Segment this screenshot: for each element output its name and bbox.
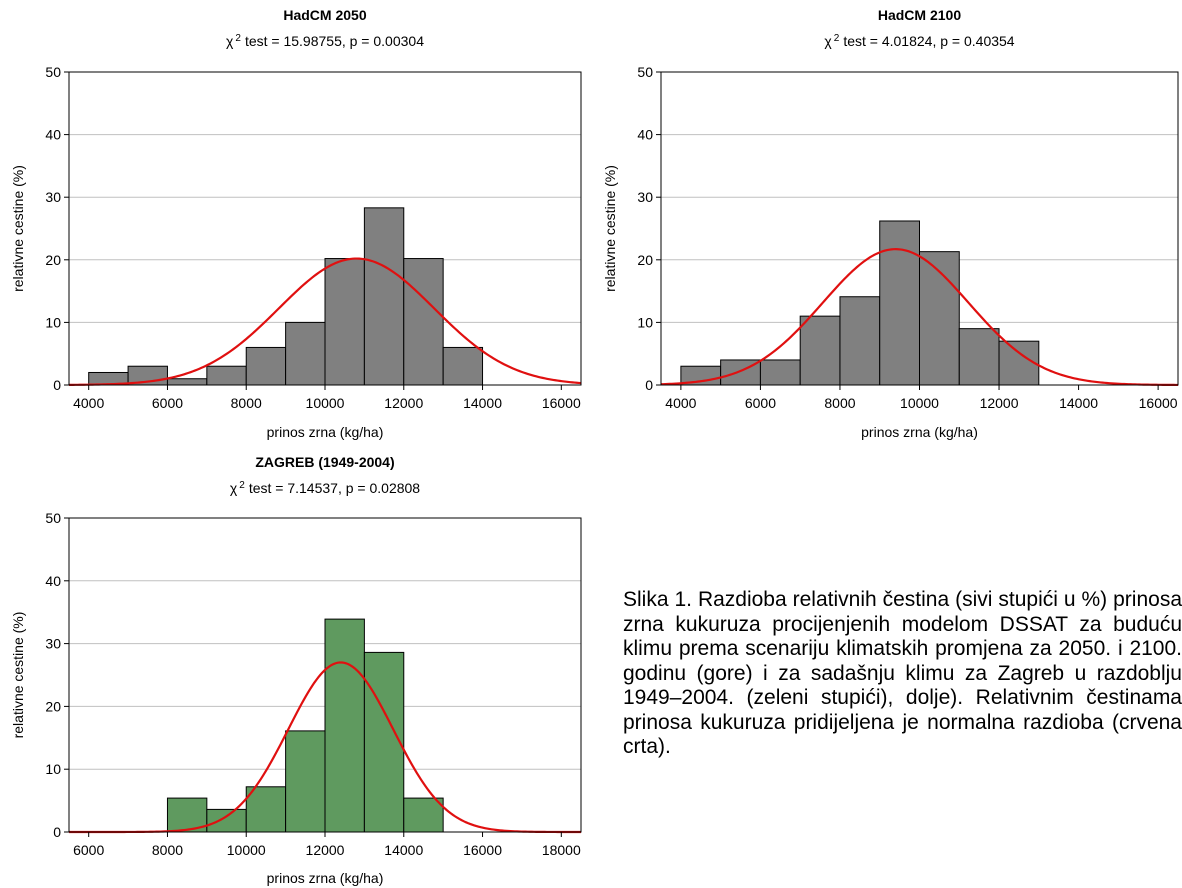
- y-tick-label: 40: [637, 127, 653, 143]
- x-tick-label: 10000: [306, 395, 345, 411]
- histogram-bar: [442, 346, 484, 386]
- chart-subtitle: χ 2 test = 7.14537, p = 0.02808: [230, 480, 420, 496]
- histogram-bar: [839, 296, 881, 386]
- y-tick-label: 50: [45, 510, 61, 526]
- y-axis-label: relativne cestine (%): [10, 612, 26, 739]
- x-axis-label: prinos zrna (kg/ha): [861, 424, 978, 440]
- y-tick-label: 20: [45, 698, 61, 714]
- chart-title: HadCM 2100: [878, 7, 961, 23]
- histogram-bar: [799, 315, 841, 386]
- histogram-bar: [245, 786, 287, 833]
- x-tick-label: 18000: [542, 842, 581, 858]
- y-tick-label: 20: [637, 252, 653, 268]
- x-tick-label: 8000: [152, 842, 183, 858]
- figure-caption: Slika 1. Razdioba relativnih čestina (si…: [623, 588, 1182, 758]
- x-tick-label: 6000: [73, 842, 104, 858]
- x-tick-label: 16000: [1139, 395, 1178, 411]
- histogram-bar: [285, 730, 326, 833]
- histogram-hadcm-2050: HadCM 2050 χ 2 test = 15.98755, p = 0.00304…: [10, 7, 582, 440]
- normal-fit-curve: [68, 257, 582, 386]
- chart-title: HadCM 2050: [283, 7, 366, 23]
- x-tick-label: 8000: [824, 395, 855, 411]
- y-tick-label: 50: [45, 64, 61, 80]
- x-tick-label: 4000: [73, 395, 104, 411]
- x-tick-label: 4000: [665, 395, 696, 411]
- y-tick-label: 50: [637, 64, 653, 80]
- chart-title: ZAGREB (1949-2004): [255, 454, 394, 470]
- histogram-bar: [403, 258, 444, 386]
- x-tick-label: 10000: [227, 842, 266, 858]
- y-tick-label: 10: [45, 314, 61, 330]
- x-tick-label: 16000: [542, 395, 581, 411]
- y-axis-label: relativne cestine (%): [602, 165, 618, 292]
- y-tick-label: 30: [45, 636, 61, 652]
- histogram-bar: [324, 618, 365, 833]
- y-tick-label: 0: [53, 824, 61, 840]
- x-axis-label: prinos zrna (kg/ha): [267, 870, 384, 886]
- x-tick-label: 16000: [463, 842, 502, 858]
- x-tick-label: 6000: [152, 395, 183, 411]
- y-axis-label: relativne cestine (%): [10, 165, 26, 292]
- x-tick-label: 6000: [745, 395, 776, 411]
- y-tick-label: 40: [45, 573, 61, 589]
- histogram-bar: [285, 321, 326, 386]
- x-tick-label: 14000: [384, 842, 423, 858]
- y-tick-label: 30: [637, 189, 653, 205]
- x-tick-label: 14000: [1059, 395, 1098, 411]
- normal-fit-curve: [660, 248, 1179, 387]
- histogram-bar: [759, 359, 801, 386]
- y-tick-label: 0: [645, 377, 653, 393]
- histogram-bar: [324, 258, 365, 386]
- x-tick-label: 10000: [900, 395, 939, 411]
- x-tick-label: 12000: [306, 842, 345, 858]
- histogram-bar: [998, 340, 1040, 386]
- histogram-bar: [166, 378, 208, 386]
- x-tick-label: 14000: [463, 395, 502, 411]
- histogram-bar: [403, 797, 444, 833]
- y-tick-label: 0: [53, 377, 61, 393]
- histogram-bar: [363, 651, 405, 833]
- histogram-bar: [206, 365, 247, 386]
- y-tick-label: 30: [45, 189, 61, 205]
- histogram-hadcm-2100: HadCM 2100 χ 2 test = 4.01824, p = 0.40354 0…: [602, 7, 1179, 440]
- histogram-bar: [363, 207, 405, 386]
- x-axis-label: prinos zrna (kg/ha): [267, 424, 384, 440]
- histogram-bar: [958, 328, 1000, 386]
- histogram-bar: [206, 808, 247, 833]
- chart-subtitle: χ 2 test = 15.98755, p = 0.00304: [226, 33, 424, 49]
- x-tick-label: 12000: [980, 395, 1019, 411]
- histogram-bar: [879, 220, 921, 386]
- histogram-bar: [245, 346, 287, 386]
- y-tick-label: 10: [45, 761, 61, 777]
- chart-subtitle: χ 2 test = 4.01824, p = 0.40354: [824, 33, 1014, 49]
- y-tick-label: 10: [637, 314, 653, 330]
- histogram-zagreb: ZAGREB (1949-2004) χ 2 test = 7.14537, p = …: [10, 454, 582, 886]
- x-tick-label: 8000: [231, 395, 262, 411]
- y-tick-label: 20: [45, 252, 61, 268]
- x-tick-label: 12000: [384, 395, 423, 411]
- histogram-bar: [166, 797, 208, 833]
- y-tick-label: 40: [45, 127, 61, 143]
